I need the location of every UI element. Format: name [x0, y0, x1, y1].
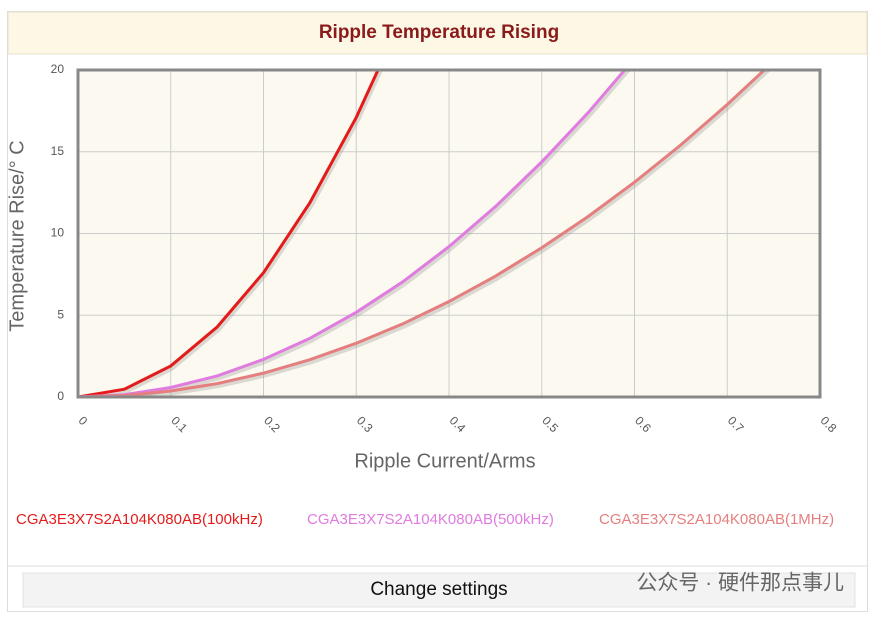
- x-axis-label: Ripple Current/Arms: [354, 450, 535, 472]
- series-line: [78, 70, 380, 397]
- panel-header: [7, 11, 868, 55]
- series-line: [78, 70, 767, 397]
- y-tick-label: 15: [51, 144, 65, 158]
- legend-entry: CGA3E3X7S2A104K080AB(100kHz): [16, 511, 263, 528]
- y-tick-label: 20: [51, 62, 65, 76]
- chart-title: Ripple Temperature Rising: [319, 22, 559, 43]
- legend-entry: CGA3E3X7S2A104K080AB(1MHz): [599, 511, 834, 528]
- watermark: 公众号 · 硬件那点事儿: [636, 572, 844, 595]
- plot-border: [76, 68, 822, 399]
- y-tick-label: 10: [51, 226, 65, 240]
- y-tick-label: 0: [57, 389, 64, 403]
- y-axis-label: Temperature Rise/° C: [6, 140, 28, 331]
- series-line: [78, 70, 627, 397]
- line-shadow: [79, 70, 384, 397]
- line-shadow: [79, 70, 772, 397]
- y-tick-label: 5: [57, 307, 64, 321]
- legend-entry: CGA3E3X7S2A104K080AB(500kHz): [307, 511, 554, 528]
- button-label[interactable]: Change settings: [370, 579, 507, 600]
- change-settings-button[interactable]: [22, 572, 856, 608]
